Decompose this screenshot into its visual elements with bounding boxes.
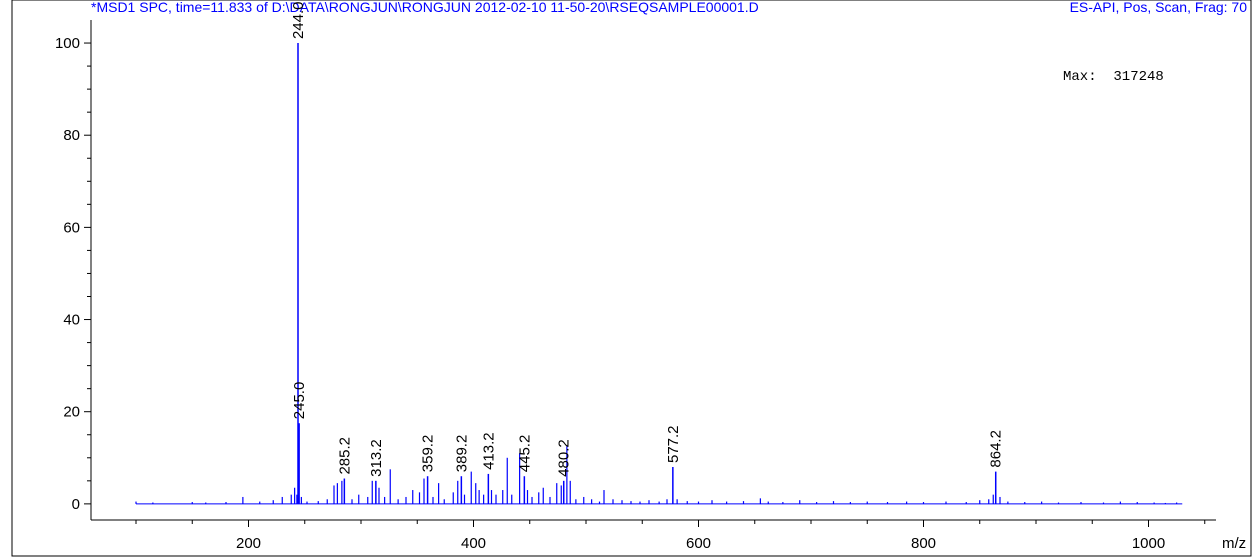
y-axis: 0 20 40 60 80 100	[55, 35, 91, 513]
y-tick-label: 60	[63, 219, 80, 236]
x-tick-label: 200	[236, 535, 261, 552]
x-axis-label: m/z	[1222, 535, 1246, 552]
spectrum-title: *MSD1 SPC, time=11.833 of D:\DATA\RONGJU…	[91, 0, 759, 15]
peak-label-359.2: 359.2	[420, 435, 437, 473]
peak-labels: 244.0 245.0 285.2 313.2 359.2 389.2 413.2 445.2…	[290, 1, 1005, 476]
peak-label-245.0: 245.0	[291, 382, 308, 420]
peak-label-445.2: 445.2	[516, 435, 533, 473]
peak-label-480.2: 480.2	[556, 439, 573, 477]
peak-label-864.2: 864.2	[988, 430, 1005, 468]
y-tick-label: 20	[63, 404, 80, 421]
y-tick-label: 40	[63, 312, 80, 329]
y-tick-label: 100	[55, 35, 80, 52]
labeled-peaks	[297, 43, 997, 504]
x-tick-label: 400	[461, 535, 486, 552]
peak-label-577.2: 577.2	[665, 425, 682, 463]
x-tick-label: 600	[686, 535, 711, 552]
peak-label-389.2: 389.2	[453, 435, 470, 473]
x-axis: 200 400 600 800 1000	[135, 520, 1206, 552]
y-tick-label: 0	[72, 496, 80, 513]
y-tick-label: 80	[63, 127, 80, 144]
x-tick-label: 800	[911, 535, 936, 552]
peak-label-244.0: 244.0	[290, 1, 307, 39]
peak-label-285.2: 285.2	[336, 437, 353, 475]
minor-peaks	[135, 446, 1183, 505]
max-label: Max: 317248	[1063, 69, 1164, 85]
peak-label-413.2: 413.2	[480, 432, 497, 470]
outer-frame	[11, 0, 1252, 557]
x-tick-label: 1000	[1132, 535, 1165, 552]
spectrum-mode: ES-API, Pos, Scan, Frag: 70	[1070, 0, 1248, 15]
peak-label-313.2: 313.2	[368, 439, 385, 477]
